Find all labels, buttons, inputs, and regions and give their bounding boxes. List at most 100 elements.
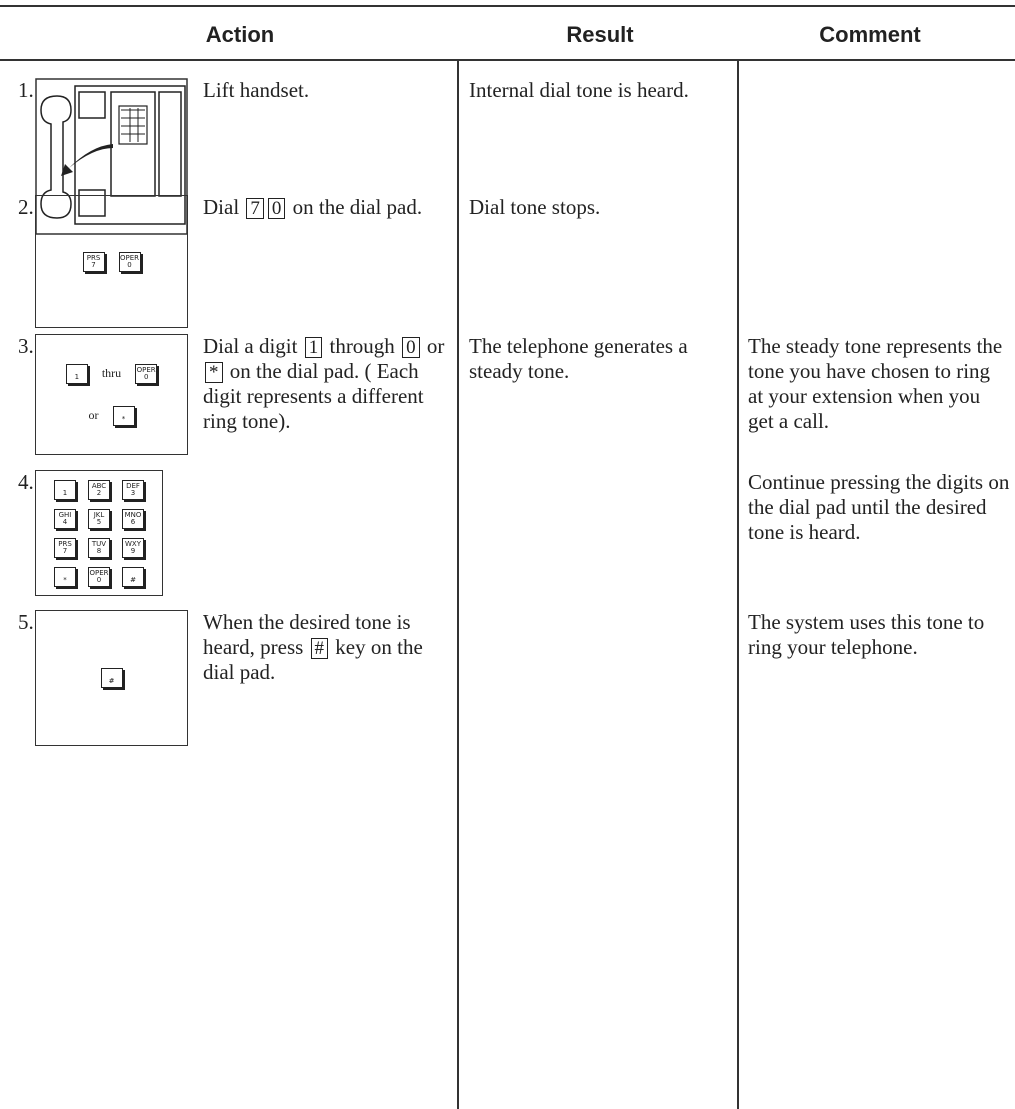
key-label: 1 [304, 337, 323, 358]
dial-key: # [122, 566, 144, 587]
dial-key: DEF 3 [122, 479, 144, 500]
key-digit: * [63, 575, 67, 584]
key-digit: 3 [130, 488, 136, 497]
key-icon: 1 ABC 2 DEF 3 GHI 4 JKL 5 MNO 6 PRS 7 TUV 8 WXY 9 * OPER 0 # [35, 470, 163, 596]
text: or [421, 334, 445, 358]
key-digit: 1 [74, 372, 80, 381]
header-action: Action [205, 22, 275, 47]
result-text: The telephone generates a steady tone. [469, 334, 688, 383]
key-letters: PRS [86, 253, 101, 262]
dial-key: 1 [65, 363, 88, 384]
key-label: 7 [246, 198, 264, 219]
header-result: Result [566, 22, 634, 47]
key-letters: OPER [136, 365, 156, 374]
key-icon: # [35, 610, 188, 746]
column-rule [737, 60, 739, 1109]
text: Dial [203, 195, 245, 219]
action-text: When the desired tone is heard, press # … [203, 610, 448, 685]
comment-text: Continue pressing the digits on the dial… [748, 470, 1010, 544]
key-digit: 9 [130, 546, 136, 555]
key-letters: DEF [126, 481, 140, 490]
dial-key: * [112, 405, 135, 426]
dial-key: OPER 0 [135, 363, 158, 384]
action-text: Dial a digit 1 through 0 or * on the dia… [203, 334, 448, 434]
key-letters: PRS [58, 539, 72, 548]
comment-text: The system uses this tone to ring your t… [748, 610, 985, 659]
icon-row: * OPER 0 # [54, 566, 144, 587]
dial-key: MNO 6 [122, 508, 144, 529]
text: through [324, 334, 401, 358]
icon-row: 1 thru OPER 0 [65, 363, 158, 384]
text: key on the dial pad. [203, 635, 423, 684]
dial-key: * [54, 566, 76, 587]
dial-key: PRS 7 [54, 537, 76, 558]
icon-row: # [100, 668, 123, 688]
key-digit: 5 [96, 517, 102, 526]
text: When the desired tone is heard, press [203, 610, 411, 659]
key-digit: * [121, 414, 126, 423]
step-number: 4. [18, 470, 34, 494]
key-letters: OPER [89, 568, 109, 577]
icon-row: 1 ABC 2 DEF 3 [54, 479, 144, 500]
column-rule [457, 60, 459, 1109]
key-digit: 0 [143, 372, 149, 381]
dial-key: WXY 9 [122, 537, 144, 558]
key-letters: WXY [125, 539, 141, 548]
step-number: 5. [18, 610, 34, 634]
text: on the dial pad. [287, 195, 423, 219]
text: Dial a digit [203, 334, 303, 358]
key-label: # [310, 638, 329, 659]
key-label: 0 [267, 198, 286, 219]
dial-key: 1 [54, 479, 76, 500]
dial-key: JKL 5 [88, 508, 110, 529]
icon-row: GHI 4 JKL 5 MNO 6 [54, 508, 144, 529]
icon-row: or * [88, 405, 135, 426]
key-letters: OPER [119, 253, 140, 262]
icon-row: PRS 7 OPER 0 [82, 251, 141, 272]
dial-key: GHI 4 [54, 508, 76, 529]
dial-key: ABC 2 [88, 479, 110, 500]
result-text: Dial tone stops. [469, 195, 601, 219]
icon-row: PRS 7 TUV 8 WXY 9 [54, 537, 144, 558]
header-comment: Comment [819, 22, 921, 47]
key-icon: 1 thru OPER 0 or * [35, 334, 188, 455]
key-icon: PRS 7 OPER 0 [35, 195, 188, 328]
step-number: 1. [18, 78, 34, 102]
key-letters: TUV [91, 539, 107, 548]
key-letters: MNO [124, 510, 142, 519]
key-digit: # [108, 677, 115, 685]
comment-text: The steady tone represents the tone you … [748, 334, 1003, 433]
key-label: 0 [402, 337, 420, 358]
key-digit: 8 [96, 546, 102, 555]
key-digit: 0 [127, 260, 132, 269]
text: on the dial pad. ( Each digit represents… [203, 359, 424, 433]
step-number: 2. [18, 195, 34, 219]
dial-key: PRS 7 [82, 251, 105, 272]
dial-key: OPER 0 [118, 251, 141, 272]
result-text: Internal dial tone is heard. [469, 78, 689, 102]
dial-key: # [100, 668, 123, 688]
step-number: 3. [18, 334, 34, 358]
key-letters: ABC [91, 481, 107, 490]
key-digit: 4 [62, 517, 68, 526]
dial-key: OPER 0 [88, 566, 110, 587]
key-digit: 2 [96, 488, 102, 497]
key-letters: GHI [58, 510, 72, 519]
icon-word: thru [101, 366, 122, 380]
key-digit: 7 [62, 546, 68, 555]
key-label: * [205, 362, 223, 383]
key-digit: 1 [62, 488, 68, 497]
key-digit: 6 [130, 517, 136, 526]
top-rule [0, 5, 1015, 7]
header-rule [0, 59, 1015, 61]
icon-word: or [88, 408, 99, 422]
text: Lift handset. [203, 78, 310, 102]
action-text: Lift handset. [203, 78, 448, 103]
dial-key: TUV 8 [88, 537, 110, 558]
key-digit: 7 [91, 260, 96, 269]
key-digit: 0 [96, 575, 102, 584]
handset-icon [35, 78, 188, 235]
key-letters: JKL [93, 510, 105, 519]
